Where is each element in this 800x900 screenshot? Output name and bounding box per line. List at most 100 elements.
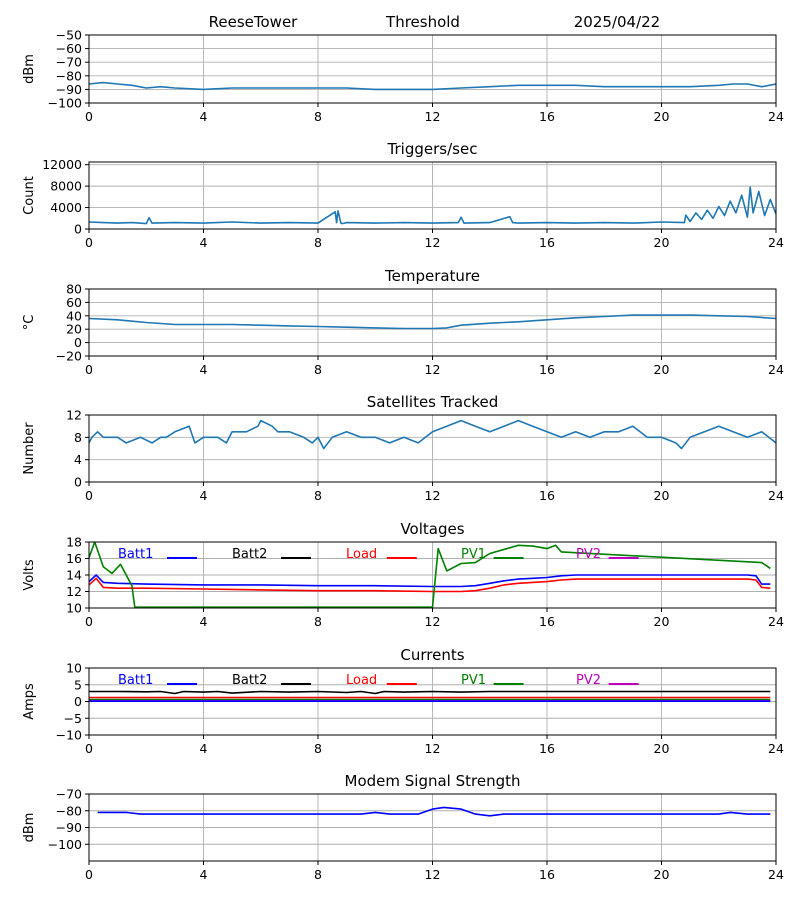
series-line-0 xyxy=(89,186,776,225)
x-tick-label: 16 xyxy=(539,741,555,756)
x-tick-label: 20 xyxy=(654,362,670,377)
y-axis-label: Count xyxy=(22,176,37,215)
x-tick-label: 0 xyxy=(85,741,93,756)
x-tick-label: 12 xyxy=(425,488,441,503)
x-tick-label: 12 xyxy=(425,614,441,629)
y-tick-label: −70 xyxy=(56,55,82,70)
series-line-0 xyxy=(89,81,776,91)
x-tick-label: 12 xyxy=(425,109,441,124)
x-tick-label: 20 xyxy=(654,614,670,629)
y-tick-label: 10 xyxy=(66,601,82,616)
y-tick-label: 4000 xyxy=(50,200,82,215)
x-tick-label: 20 xyxy=(654,741,670,756)
y-tick-label: −60 xyxy=(56,41,82,56)
x-tick-label: 16 xyxy=(539,867,555,882)
chart-title: Voltages xyxy=(400,520,464,538)
x-tick-label: 24 xyxy=(768,488,784,503)
series-line-0 xyxy=(89,419,776,450)
y-axis-label: dBm xyxy=(22,54,37,84)
series-line-0 xyxy=(89,314,776,330)
legend-label-pv1: PV1 xyxy=(461,547,486,562)
chart-panel-3: 0 4 8 12 16 20 24 0 4 8 12 Satellites Tracked Number xyxy=(22,393,784,503)
y-tick-label: 14 xyxy=(66,568,82,583)
chart-panel-0: 0 4 8 12 16 20 24 −100−90−80−70−60−50 dBm xyxy=(22,28,784,125)
series-line-pv1 xyxy=(89,542,771,608)
chart-title: Modem Signal Strength xyxy=(345,772,521,790)
legend-label-load: Load xyxy=(346,547,377,562)
x-tick-label: 4 xyxy=(200,235,208,250)
chart-title: Temperature xyxy=(384,267,480,285)
legend-label-pv1: PV1 xyxy=(461,673,486,688)
y-tick-label: 0 xyxy=(74,694,82,709)
header-mode: Threshold xyxy=(385,13,460,31)
x-tick-label: 8 xyxy=(314,867,322,882)
y-axis-label: Amps xyxy=(22,683,37,720)
y-tick-label: 10 xyxy=(66,661,82,676)
x-tick-label: 8 xyxy=(314,614,322,629)
x-tick-label: 20 xyxy=(654,109,670,124)
y-tick-label: 4 xyxy=(74,452,82,467)
x-tick-label: 8 xyxy=(314,109,322,124)
x-tick-label: 12 xyxy=(425,867,441,882)
y-tick-label: 12000 xyxy=(42,157,82,172)
series-line-batt2 xyxy=(89,690,771,695)
x-tick-label: 0 xyxy=(85,614,93,629)
y-tick-label: −20 xyxy=(56,349,82,364)
x-tick-label: 12 xyxy=(425,362,441,377)
x-tick-label: 24 xyxy=(768,235,784,250)
y-tick-label: 12 xyxy=(66,584,82,599)
x-tick-label: 0 xyxy=(85,362,93,377)
legend-label-batt1: Batt1 xyxy=(118,547,153,562)
x-tick-label: 8 xyxy=(314,741,322,756)
y-tick-label: 18 xyxy=(66,535,82,550)
x-tick-label: 12 xyxy=(425,741,441,756)
x-tick-label: 16 xyxy=(539,235,555,250)
y-tick-label: −100 xyxy=(48,96,82,111)
y-tick-label: −10 xyxy=(56,728,82,743)
y-axis-label: Volts xyxy=(22,559,37,591)
x-tick-label: 0 xyxy=(85,488,93,503)
x-tick-label: 4 xyxy=(200,741,208,756)
x-tick-label: 20 xyxy=(654,488,670,503)
y-tick-label: 8 xyxy=(74,430,82,445)
header-date: 2025/04/22 xyxy=(574,13,660,31)
y-tick-label: 0 xyxy=(74,335,82,350)
x-tick-label: 4 xyxy=(200,362,208,377)
x-tick-label: 24 xyxy=(768,741,784,756)
x-tick-label: 16 xyxy=(539,109,555,124)
x-tick-label: 24 xyxy=(768,614,784,629)
series-line-batt1 xyxy=(89,574,771,588)
x-tick-label: 12 xyxy=(425,235,441,250)
x-tick-label: 16 xyxy=(539,488,555,503)
y-tick-label: −90 xyxy=(56,820,82,835)
y-tick-label: 0 xyxy=(74,475,82,490)
y-tick-label: −5 xyxy=(64,711,82,726)
y-axis-label: °C xyxy=(22,315,37,331)
y-tick-label: −70 xyxy=(56,787,82,802)
chart-title: Satellites Tracked xyxy=(367,393,498,411)
x-tick-label: 24 xyxy=(768,867,784,882)
y-tick-label: −80 xyxy=(56,68,82,83)
x-tick-label: 16 xyxy=(539,362,555,377)
x-tick-label: 20 xyxy=(654,867,670,882)
x-tick-label: 24 xyxy=(768,109,784,124)
y-tick-label: 0 xyxy=(74,222,82,237)
y-tick-label: 12 xyxy=(66,408,82,423)
series-line-0 xyxy=(97,806,771,817)
x-tick-label: 16 xyxy=(539,614,555,629)
legend-label-batt2: Batt2 xyxy=(232,547,267,562)
x-tick-label: 24 xyxy=(768,362,784,377)
y-tick-label: −50 xyxy=(56,28,82,43)
y-axis-label: dBm xyxy=(22,813,37,843)
y-tick-label: −100 xyxy=(48,837,82,852)
y-tick-label: 60 xyxy=(66,295,82,310)
x-tick-label: 4 xyxy=(200,614,208,629)
chart-panel-6: 0 4 8 12 16 20 24 −100 −90 −80−70 Modem Signal Str… xyxy=(22,772,784,882)
x-tick-label: 4 xyxy=(200,867,208,882)
y-tick-label: 5 xyxy=(74,677,82,692)
x-tick-label: 8 xyxy=(314,362,322,377)
y-tick-label: 8000 xyxy=(50,179,82,194)
